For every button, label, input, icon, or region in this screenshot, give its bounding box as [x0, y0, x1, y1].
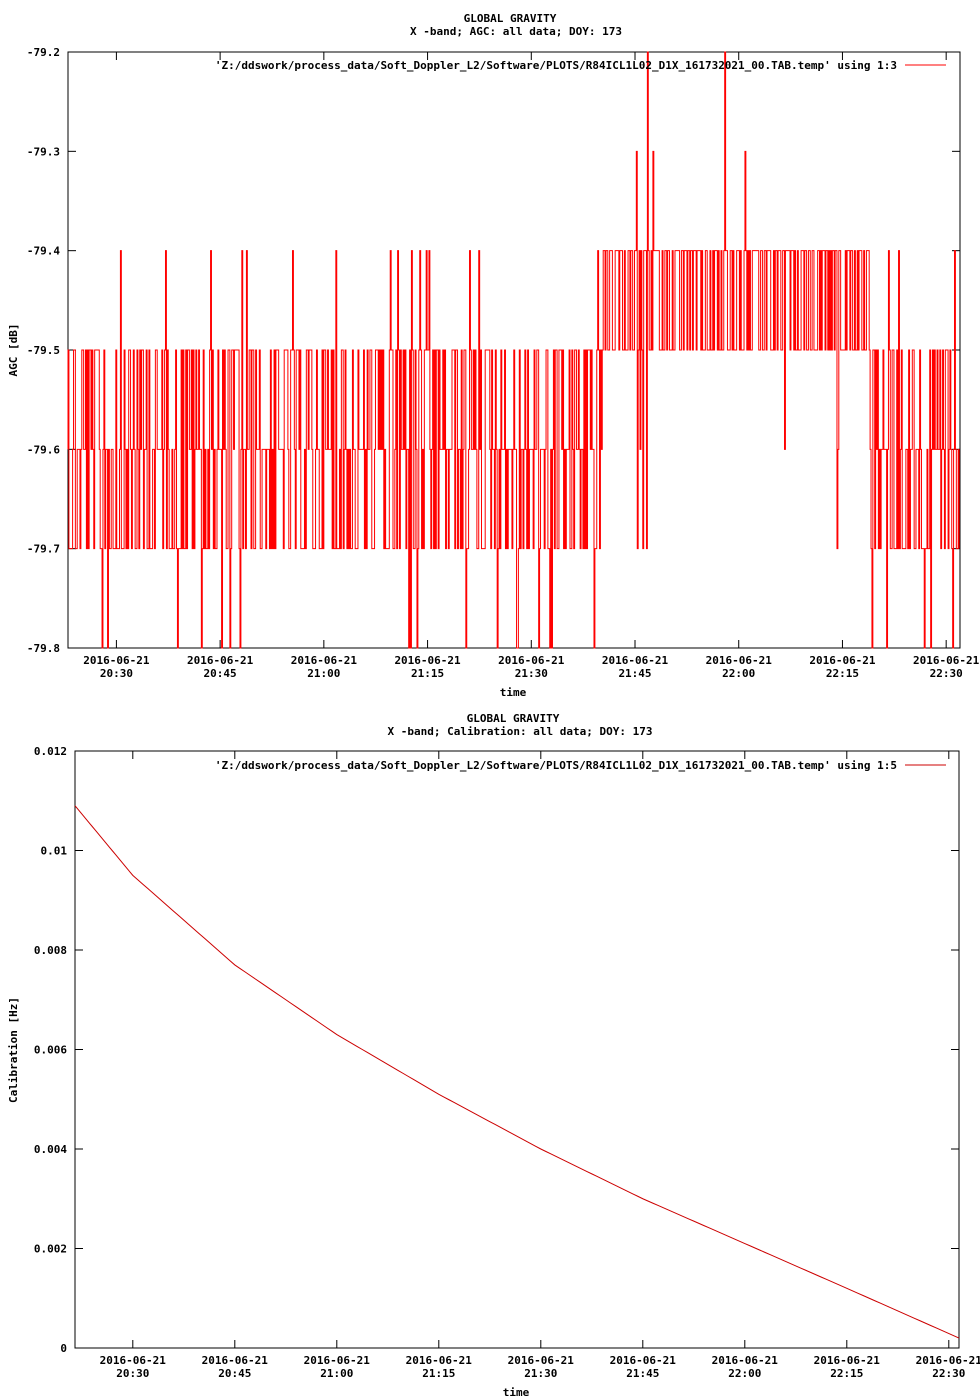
x-tick-label-time: 21:15 — [411, 667, 444, 680]
x-tick-label-time: 22:00 — [722, 667, 755, 680]
y-tick-label: 0 — [60, 1342, 67, 1355]
x-tick-label-date: 2016-06-21 — [916, 1354, 980, 1367]
chart-calibration-subtitle: X -band; Calibration: all data; DOY: 173 — [388, 725, 653, 738]
chart-calibration-frame — [74, 750, 960, 1349]
x-tick-label-date: 2016-06-21 — [304, 1354, 371, 1367]
chart-agc-legend-label: 'Z:/ddswork/process_data/Soft_Doppler_L2… — [215, 59, 897, 72]
y-tick-label: 0.01 — [41, 845, 68, 858]
y-tick-label: -79.8 — [27, 642, 60, 655]
x-tick-label-date: 2016-06-21 — [610, 1354, 677, 1367]
x-tick-label-time: 22:30 — [930, 667, 963, 680]
x-tick-label-time: 21:30 — [524, 1367, 557, 1380]
chart-agc-ylabel: AGC [dB] — [7, 324, 20, 377]
x-tick-label-time: 22:15 — [830, 1367, 863, 1380]
x-tick-label-date: 2016-06-21 — [913, 654, 980, 667]
y-tick-label: 0.004 — [34, 1143, 67, 1156]
x-tick-label-date: 2016-06-21 — [814, 1354, 881, 1367]
x-tick-label-date: 2016-06-21 — [809, 654, 876, 667]
y-tick-label: -79.5 — [27, 344, 60, 357]
x-tick-label-date: 2016-06-21 — [508, 1354, 575, 1367]
y-tick-label: 0.006 — [34, 1044, 67, 1057]
x-tick-label-date: 2016-06-21 — [706, 654, 773, 667]
y-tick-label: -79.7 — [27, 543, 60, 556]
chart-agc-xlabel: time — [500, 686, 527, 699]
chart-calibration-y-axis: 0.012 0.01 0.008 0.006 0.004 0.002 0 — [34, 745, 959, 1355]
x-tick-label-time: 22:00 — [728, 1367, 761, 1380]
x-tick-label-date: 2016-06-21 — [202, 1354, 269, 1367]
chart-agc-subtitle: X -band; AGC: all data; DOY: 173 — [410, 25, 622, 38]
x-tick-label-date: 2016-06-21 — [187, 654, 254, 667]
x-tick-label-time: 20:45 — [218, 1367, 251, 1380]
x-tick-label-time: 20:30 — [116, 1367, 149, 1380]
chart-calibration-title: GLOBAL GRAVITY — [467, 712, 560, 725]
calibration-series-line — [74, 805, 960, 1339]
x-tick-label-time: 20:45 — [204, 667, 237, 680]
chart-agc: GLOBAL GRAVITY X -band; AGC: all data; D… — [7, 12, 980, 699]
chart-calibration-x-axis: 2016-06-2120:302016-06-2120:452016-06-21… — [100, 751, 980, 1380]
x-tick-label-time: 20:30 — [100, 667, 133, 680]
chart-calibration-legend-label: 'Z:/ddswork/process_data/Soft_Doppler_L2… — [215, 759, 897, 772]
x-tick-label-time: 21:00 — [320, 1367, 353, 1380]
x-tick-label-time: 21:30 — [515, 667, 548, 680]
y-tick-label: -79.4 — [27, 245, 60, 258]
chart-agc-series — [67, 51, 960, 649]
x-tick-label-date: 2016-06-21 — [406, 1354, 473, 1367]
x-tick-label-time: 22:30 — [932, 1367, 965, 1380]
x-tick-label-date: 2016-06-21 — [602, 654, 669, 667]
y-tick-label: 0.012 — [34, 745, 67, 758]
x-tick-label-time: 21:45 — [626, 1367, 659, 1380]
x-tick-label-date: 2016-06-21 — [498, 654, 565, 667]
x-tick-label-date: 2016-06-21 — [712, 1354, 779, 1367]
x-tick-label-date: 2016-06-21 — [83, 654, 150, 667]
x-tick-label-time: 22:15 — [826, 667, 859, 680]
chart-calibration: GLOBAL GRAVITY X -band; Calibration: all… — [7, 712, 980, 1399]
y-tick-label: -79.2 — [27, 46, 60, 59]
y-tick-label: -79.3 — [27, 145, 60, 158]
x-tick-label-date: 2016-06-21 — [100, 1354, 167, 1367]
x-tick-label-time: 21:45 — [618, 667, 651, 680]
y-tick-label: 0.008 — [34, 944, 67, 957]
x-tick-label-time: 21:00 — [307, 667, 340, 680]
agc-series-line — [67, 51, 960, 649]
y-tick-label: 0.002 — [34, 1243, 67, 1256]
chart-agc-title: GLOBAL GRAVITY — [464, 12, 557, 25]
x-tick-label-date: 2016-06-21 — [394, 654, 461, 667]
x-tick-label-time: 21:15 — [422, 1367, 455, 1380]
y-tick-label: -79.6 — [27, 443, 60, 456]
chart-calibration-ylabel: Calibration [Hz] — [7, 997, 20, 1103]
chart-agc-x-axis: 2016-06-2120:302016-06-2120:452016-06-21… — [83, 52, 980, 680]
chart-calibration-series — [74, 805, 960, 1339]
x-tick-label-date: 2016-06-21 — [291, 654, 358, 667]
chart-calibration-xlabel: time — [503, 1386, 530, 1399]
